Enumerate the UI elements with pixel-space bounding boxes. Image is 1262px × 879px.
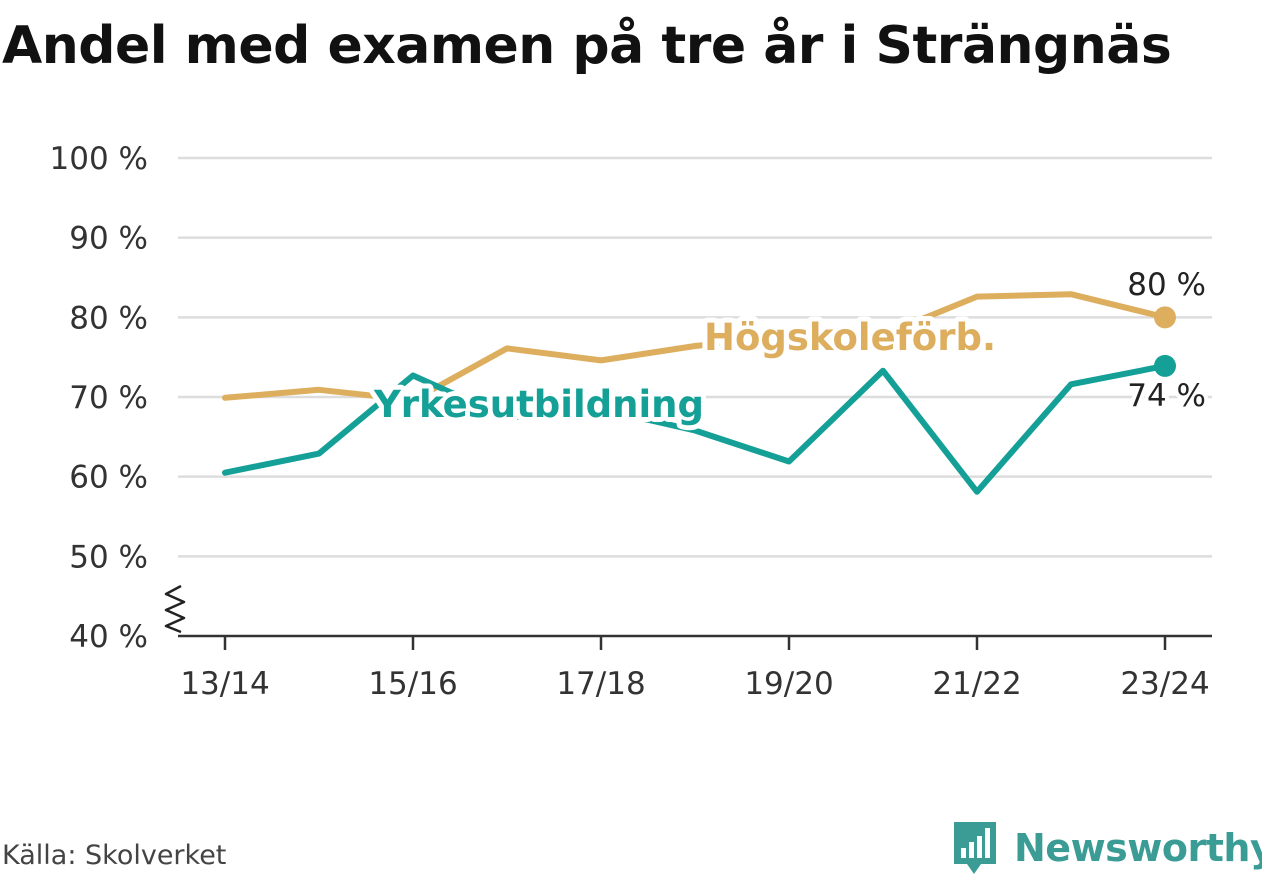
x-tick-label: 17/18 [556, 666, 645, 702]
x-axis [164, 584, 1212, 650]
x-axis-tick-labels: 13/14 15/16 17/18 19/20 21/22 23/24 [180, 666, 1209, 702]
y-tick-label: 40 % [69, 619, 148, 655]
x-tick-label: 15/16 [368, 666, 457, 702]
end-label-yrkesutbildning: 74 % [1127, 378, 1206, 414]
brand-name: Newsworthy [1014, 826, 1262, 870]
chart-title: Andel med examen på tre år i Strängnäs [2, 16, 1172, 76]
series-labels: Högskoleförb.Yrkesutbildning 80 % 74 % [368, 263, 1210, 431]
y-tick-label: 80 % [69, 300, 148, 336]
series-label-yrkesutbildning: Yrkesutbildning [373, 383, 704, 426]
x-tick-label: 19/20 [744, 666, 833, 702]
newsworthy-logo[interactable]: Newsworthy [950, 818, 1262, 878]
y-tick-label: 90 % [69, 221, 148, 257]
end-label-hogskoleforb: 80 % [1127, 267, 1206, 303]
y-axis-break-marker [164, 584, 186, 634]
series-line-yrkesutbildning-end-marker [1154, 354, 1176, 377]
y-axis-tick-labels: 40 % 50 % 60 % 70 % 80 % 90 % 100 % [50, 141, 148, 655]
newsworthy-chart-bubble-icon [954, 822, 996, 874]
y-tick-label: 60 % [69, 460, 148, 496]
line-chart: 40 % 50 % 60 % 70 % 80 % 90 % 100 % 13/14 15/16… [50, 141, 1212, 702]
source-note: Källa: Skolverket [2, 840, 227, 871]
series-lines [222, 291, 1176, 495]
series-line-hogskoleforb [222, 291, 1168, 404]
series-line-hogskoleforb-end-marker [1154, 306, 1176, 329]
series-line-yrkesutbildning [222, 362, 1168, 495]
series-label-hogskoleforb: Högskoleförb. [704, 316, 996, 359]
y-tick-label: 70 % [69, 380, 148, 416]
x-tick-label: 13/14 [180, 666, 269, 702]
x-tick-label: 23/24 [1120, 666, 1209, 702]
y-tick-label: 50 % [69, 539, 148, 575]
y-tick-label: 100 % [50, 141, 148, 177]
gridlines [178, 156, 1212, 558]
x-tick-label: 21/22 [932, 666, 1021, 702]
